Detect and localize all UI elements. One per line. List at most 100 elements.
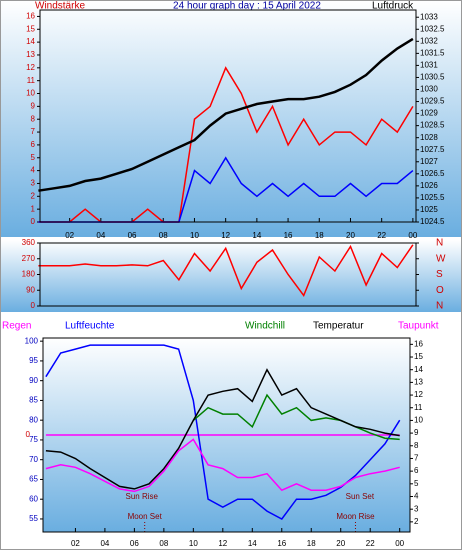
x-tick-label: 18	[307, 539, 316, 548]
y2-tick-label: 1025.5	[420, 193, 445, 202]
y2-tick-label: O	[436, 285, 444, 296]
x-tick-label: 10	[190, 231, 199, 240]
y-tick-label: 0	[31, 301, 36, 310]
x-tick-label: 06	[128, 231, 137, 240]
y2-tick-label: 16	[414, 339, 423, 348]
y2-tick-label: 1029.5	[420, 97, 445, 106]
y-tick-label: 13	[26, 50, 35, 59]
y2-tick-label: 4	[414, 492, 419, 501]
y-tick-label: 1	[31, 204, 36, 213]
y-tick-label: 4	[31, 166, 36, 175]
x-tick-label: 04	[96, 231, 105, 240]
y-tick-label: 7	[31, 127, 36, 136]
y-tick-label: 180	[22, 270, 36, 279]
annotation: Moon Rise	[336, 512, 375, 521]
x-tick-label: 12	[218, 539, 227, 548]
series-line	[45, 368, 400, 490]
y2-tick-label: 9	[414, 428, 419, 437]
y2-tick-label: 15	[414, 352, 423, 361]
y2-tick-label: 6	[414, 466, 419, 475]
y-tick-label: 12	[26, 63, 35, 72]
y2-tick-label: 1026.5	[420, 169, 445, 178]
y-tick-label: 360	[22, 238, 36, 247]
panel-background	[1, 240, 461, 312]
y2-tick-label: N	[436, 301, 443, 312]
x-tick-label: 10	[189, 539, 198, 548]
y-tick-label: 5	[31, 153, 36, 162]
y2-tick-label: 1027.5	[420, 145, 445, 154]
y2-tick-label: 1026	[420, 181, 438, 190]
legend-label: Regen	[2, 321, 31, 332]
x-tick-label: 06	[130, 539, 139, 548]
y-tick-label: 11	[27, 76, 36, 85]
x-tick-label: 20	[336, 539, 345, 548]
legend-label: Luftfeuchte	[65, 321, 115, 332]
x-tick-label: 00	[395, 539, 404, 548]
x-tick-label: 16	[284, 231, 293, 240]
y-tick-label: 3	[31, 179, 36, 188]
y2-tick-label: S	[436, 269, 443, 280]
plot-frame	[42, 337, 411, 533]
y-tick-label: 2	[31, 191, 36, 200]
y2-tick-label: 1032.5	[420, 24, 445, 33]
y-tick-label: 6	[31, 140, 36, 149]
y2-tick-label: 1027	[420, 157, 438, 166]
y-tick-label: 70	[29, 455, 38, 464]
x-tick-label: 14	[248, 539, 257, 548]
x-tick-label: 08	[159, 231, 168, 240]
y-tick-label: 65	[29, 475, 38, 484]
annotation: Sun Rise	[126, 492, 159, 501]
x-tick-label: 12	[221, 231, 230, 240]
y-tick-label: 90	[29, 376, 38, 385]
series-line	[45, 344, 401, 520]
y2-tick-label: 1030.5	[420, 73, 445, 82]
y2-tick-label: 1028	[420, 133, 438, 142]
y-tick-label: 10	[26, 89, 35, 98]
y2-tick-label: 1025	[420, 205, 438, 214]
y2-tick-label: 1028.5	[420, 121, 445, 130]
x-tick-label: 22	[377, 231, 386, 240]
y-tick-label: 55	[29, 514, 38, 523]
panel-background	[1, 1, 461, 237]
y-tick-label: 9	[31, 101, 36, 110]
y-tick-label: 14	[26, 37, 35, 46]
legend-label: Taupunkt	[398, 321, 439, 332]
x-tick-label: 00	[408, 231, 417, 240]
y2-tick-label: 1029	[420, 109, 438, 118]
x-tick-label: 04	[100, 539, 109, 548]
y2-tick-label: 1024.5	[420, 217, 445, 226]
series-line	[38, 37, 414, 192]
x-tick-label: 18	[315, 231, 324, 240]
series-line	[45, 438, 400, 493]
x-tick-label: 02	[71, 539, 80, 548]
y2-tick-label: 1033	[420, 12, 438, 21]
legend-label: Windchill	[245, 321, 285, 332]
y-tick-label: 16	[26, 12, 35, 21]
y2-tick-label: 12	[414, 390, 423, 399]
series-line	[192, 393, 400, 441]
y-tick-label: 270	[22, 254, 36, 263]
y-tick-label: 8	[31, 114, 36, 123]
x-tick-label: 22	[366, 539, 375, 548]
y2-tick-label: 5	[414, 479, 419, 488]
y2-tick-label: 14	[414, 365, 423, 374]
y2-tick-label: 11	[414, 403, 423, 412]
chart-title: 24 hour graph day : 15 April 2022	[173, 1, 321, 12]
plot-frame	[39, 242, 417, 307]
legend-label: Temperatur	[313, 321, 364, 332]
y2-tick-label: 1030	[420, 85, 438, 94]
x-tick-label: 02	[65, 231, 74, 240]
y-tick-label: 60	[29, 494, 38, 503]
y-tick-label: 100	[25, 336, 39, 345]
y-axis-label: Windstärke	[35, 1, 85, 12]
x-tick-label: 14	[252, 231, 261, 240]
annotation: Moon Set	[128, 512, 163, 521]
y2-tick-label: N	[436, 238, 443, 249]
y-tick-label: 85	[29, 396, 38, 405]
series-line	[38, 244, 414, 298]
y-tick-label: 15	[26, 24, 35, 33]
y-tick-label: 0	[31, 217, 36, 226]
y2-tick-label: W	[436, 253, 446, 264]
y3-tick-label: 0	[26, 430, 31, 439]
